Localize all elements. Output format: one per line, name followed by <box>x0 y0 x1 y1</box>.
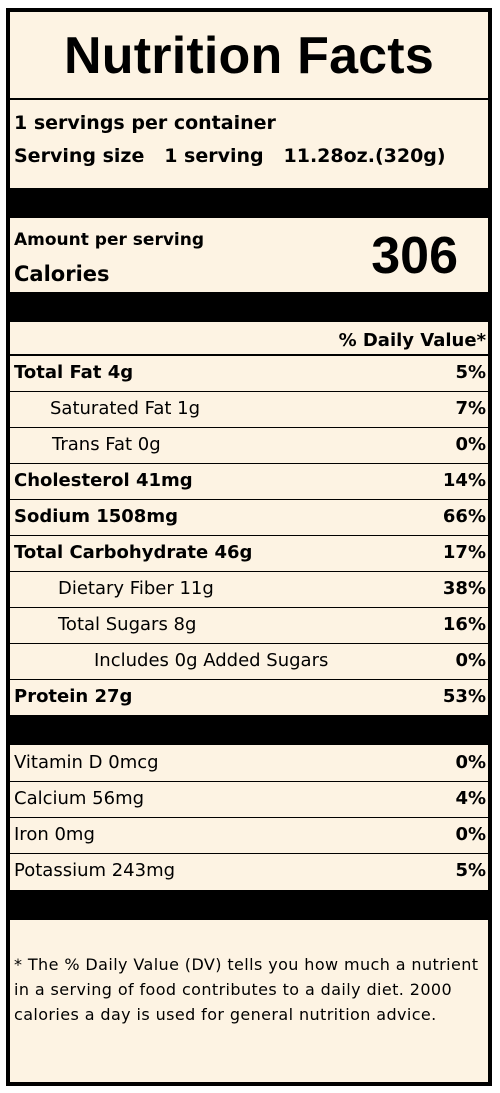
nutrient-dv: 0% <box>455 650 486 671</box>
nutrient-row: Trans Fat 0g 0% <box>10 428 488 464</box>
nutrient-row: Saturated Fat 1g 7% <box>10 392 488 428</box>
nutrient-dv: 17% <box>442 542 486 563</box>
nutrient-dv: 16% <box>442 614 486 635</box>
calories-value: 306 <box>371 227 458 285</box>
nutrient-name: Total Fat 4g <box>14 362 134 383</box>
nutrient-name: Protein 27g <box>14 686 133 707</box>
calories-label: Calories <box>14 262 110 286</box>
nutrient-name: Saturated Fat 1g <box>50 398 201 419</box>
servings-per-container: 1 servings per container <box>14 112 276 134</box>
vitamin-name: Iron 0mg <box>14 824 95 845</box>
divider-thick <box>10 715 488 745</box>
nutrient-dv: 53% <box>442 686 486 707</box>
nutrient-row: Dietary Fiber 11g 38% <box>10 572 488 608</box>
nutrient-name: Total Sugars 8g <box>58 614 197 635</box>
serving-size-value: 1 serving <box>164 145 264 167</box>
divider-thick <box>10 188 488 218</box>
label-title: Nutrition Facts <box>64 27 434 85</box>
nutrient-name: Cholesterol 41mg <box>14 470 193 491</box>
nutrient-dv: 0% <box>455 434 486 455</box>
nutrient-name: Sodium 1508mg <box>14 506 178 527</box>
divider-thin <box>10 98 488 100</box>
nutrient-row: Total Carbohydrate 46g 17% <box>10 536 488 572</box>
nutrient-dv: 14% <box>442 470 486 491</box>
nutrient-dv: 5% <box>455 362 486 383</box>
divider-thin <box>10 354 488 356</box>
nutrient-dv: 38% <box>442 578 486 599</box>
nutrient-name: Total Carbohydrate 46g <box>14 542 253 563</box>
nutrient-name: Includes 0g Added Sugars <box>94 650 329 671</box>
vitamin-name: Calcium 56mg <box>14 788 145 809</box>
daily-value-header: % Daily Value* <box>338 330 486 351</box>
amount-per-serving: Amount per serving <box>14 230 205 250</box>
nutrient-dv: 66% <box>442 506 486 527</box>
vitamin-row: Calcium 56mg 4% <box>10 782 488 818</box>
divider-thick <box>10 890 488 920</box>
nutrient-row: Cholesterol 41mg 14% <box>10 464 488 500</box>
nutrient-row: Includes 0g Added Sugars 0% <box>10 644 488 680</box>
vitamin-dv: 5% <box>455 860 486 881</box>
vitamin-dv: 4% <box>455 788 486 809</box>
nutrient-dv: 7% <box>455 398 486 419</box>
serving-size-weight: 11.28oz.(320g) <box>283 145 446 167</box>
vitamin-name: Potassium 243mg <box>14 860 176 881</box>
divider-thick <box>10 292 488 322</box>
vitamin-name: Vitamin D 0mcg <box>14 752 159 773</box>
vitamin-row: Potassium 243mg 5% <box>10 854 488 890</box>
nutrition-label: Nutrition Facts 1 servings per container… <box>6 8 492 1086</box>
nutrient-row: Total Fat 4g 5% <box>10 356 488 392</box>
nutrient-name: Dietary Fiber 11g <box>58 578 214 599</box>
daily-value-footnote: * The % Daily Value (DV) tells you how m… <box>14 955 479 1024</box>
serving-size: Serving size 1 serving 11.28oz.(320g) <box>14 145 446 167</box>
serving-size-label: Serving size <box>14 145 145 167</box>
nutrient-name: Trans Fat 0g <box>52 434 161 455</box>
vitamin-row: Iron 0mg 0% <box>10 818 488 854</box>
nutrient-row: Sodium 1508mg 66% <box>10 500 488 536</box>
nutrient-row: Total Sugars 8g 16% <box>10 608 488 644</box>
vitamin-row: Vitamin D 0mcg 0% <box>10 746 488 782</box>
vitamin-dv: 0% <box>455 752 486 773</box>
nutrient-row: Protein 27g 53% <box>10 680 488 716</box>
vitamin-dv: 0% <box>455 824 486 845</box>
